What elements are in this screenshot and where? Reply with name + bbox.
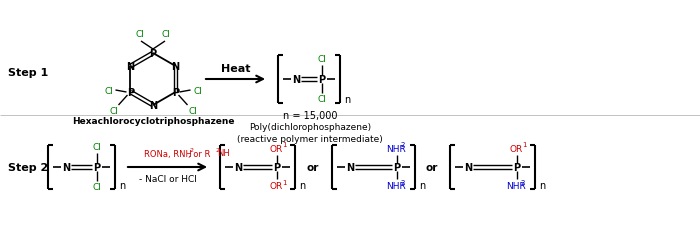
Text: or: or [307, 162, 319, 172]
Text: n: n [299, 180, 305, 190]
Text: Cl: Cl [318, 55, 326, 64]
Text: - NaCl or HCl: - NaCl or HCl [139, 174, 197, 183]
Text: NH: NH [217, 149, 230, 158]
Text: P: P [149, 49, 157, 59]
Text: n: n [419, 180, 425, 190]
Text: Cl: Cl [162, 29, 170, 38]
Text: N: N [292, 75, 300, 85]
Text: 2: 2 [216, 147, 220, 152]
Text: OR: OR [509, 144, 522, 153]
Text: N: N [62, 162, 70, 172]
Text: Cl: Cl [188, 106, 197, 115]
Text: Cl: Cl [92, 183, 102, 192]
Text: N: N [149, 101, 157, 111]
Text: n: n [539, 180, 545, 190]
Text: NHR: NHR [506, 182, 526, 191]
Text: 1: 1 [522, 141, 526, 147]
Text: OR: OR [269, 182, 282, 191]
Text: Cl: Cl [318, 95, 326, 104]
Text: NHR: NHR [386, 182, 406, 191]
Text: P: P [393, 162, 400, 172]
Text: RONa, RNH: RONa, RNH [144, 149, 191, 158]
Text: Poly(dichlorophosphazene): Poly(dichlorophosphazene) [249, 123, 371, 132]
Text: P: P [127, 88, 134, 98]
Text: N: N [127, 62, 134, 72]
Text: Cl: Cl [92, 143, 102, 152]
Text: or: or [426, 162, 438, 172]
Text: Step 1: Step 1 [8, 68, 48, 78]
Text: n = 15,000: n = 15,000 [283, 111, 337, 121]
Text: 2: 2 [401, 179, 405, 185]
Text: (reactive polymer intermediate): (reactive polymer intermediate) [237, 134, 383, 143]
Text: N: N [464, 162, 472, 172]
Text: n: n [119, 180, 125, 190]
Text: Heat: Heat [220, 64, 251, 74]
Text: Step 2: Step 2 [8, 162, 48, 172]
Text: P: P [172, 88, 179, 98]
Text: n: n [344, 95, 350, 105]
Text: Cl: Cl [109, 106, 118, 115]
Text: 2: 2 [190, 147, 193, 152]
Text: Hexachlorocyclotriphosphazene: Hexachlorocyclotriphosphazene [71, 117, 234, 126]
Text: N: N [234, 162, 242, 172]
Text: P: P [318, 75, 326, 85]
Text: 1: 1 [282, 179, 286, 185]
Text: P: P [513, 162, 521, 172]
Text: P: P [93, 162, 101, 172]
Text: Cl: Cl [193, 86, 202, 95]
Text: 1: 1 [282, 141, 286, 147]
Text: N: N [346, 162, 354, 172]
Text: Cl: Cl [104, 86, 113, 95]
Text: NHR: NHR [386, 144, 406, 153]
Text: Cl: Cl [136, 29, 144, 38]
Text: OR: OR [269, 144, 282, 153]
Text: , or R: , or R [188, 149, 211, 158]
Text: 2: 2 [401, 141, 405, 147]
Text: 2: 2 [521, 179, 526, 185]
Text: N: N [172, 62, 180, 72]
Text: P: P [274, 162, 281, 172]
